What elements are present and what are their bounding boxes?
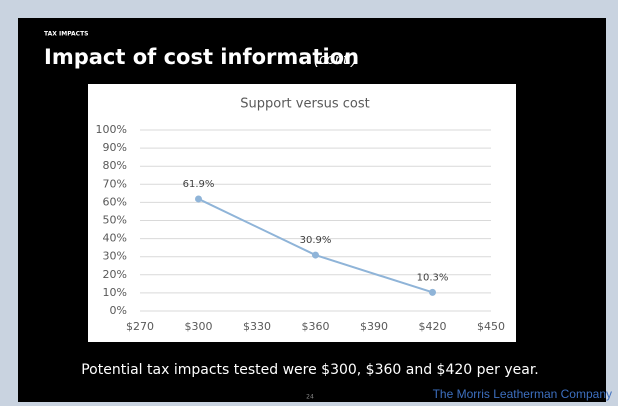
y-tick-label: 80% xyxy=(103,159,127,172)
kicker: TAX IMPACTS xyxy=(44,31,89,38)
x-tick-label: $270 xyxy=(126,320,154,333)
y-tick-label: 20% xyxy=(103,268,127,281)
footer-note: Potential tax impacts tested were $300, … xyxy=(81,362,539,378)
point xyxy=(312,251,319,259)
slide-title: Impact of cost information xyxy=(44,45,359,69)
title-note: (cont.) xyxy=(314,51,357,68)
data-label: 10.3% xyxy=(417,272,449,283)
x-tick-label: $330 xyxy=(243,320,271,333)
data-label: 30.9% xyxy=(300,235,332,246)
y-tick-label: 60% xyxy=(103,195,127,208)
x-tick-label: $450 xyxy=(477,320,505,333)
y-tick-label: 30% xyxy=(103,250,127,263)
y-tick-label: 0% xyxy=(110,304,127,317)
page-number: 24 xyxy=(306,394,314,401)
chart-title: Support versus cost xyxy=(240,97,369,112)
chart-area xyxy=(88,84,516,342)
y-tick-label: 100% xyxy=(96,123,127,136)
x-tick-label: $300 xyxy=(185,320,213,333)
point xyxy=(429,288,436,296)
x-tick-label: $420 xyxy=(419,320,447,333)
x-tick-label: $360 xyxy=(302,320,330,333)
x-tick-label: $390 xyxy=(360,320,388,333)
y-tick-label: 40% xyxy=(103,232,127,245)
point xyxy=(195,195,202,203)
y-tick-label: 50% xyxy=(103,214,127,227)
y-tick-label: 90% xyxy=(103,141,127,154)
y-tick-label: 70% xyxy=(103,177,127,190)
data-label: 61.9% xyxy=(183,179,215,190)
company: The Morris Leatherman Company xyxy=(433,387,612,401)
y-tick-label: 10% xyxy=(103,286,127,299)
